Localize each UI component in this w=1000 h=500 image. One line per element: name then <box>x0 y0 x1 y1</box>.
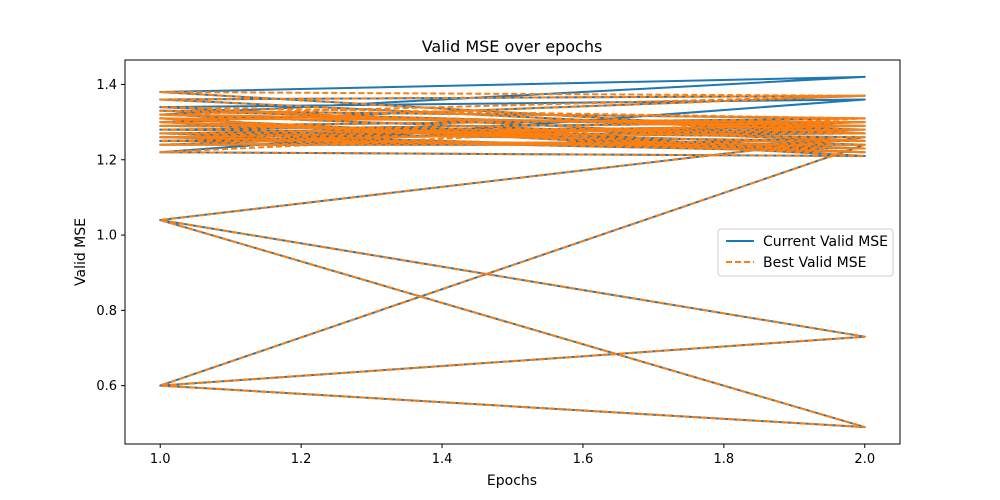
x-tick-label: 1.8 <box>714 452 735 467</box>
legend-label-current-valid-mse: Current Valid MSE <box>763 234 888 250</box>
y-axis-title: Valid MSE <box>73 218 89 286</box>
legend-label-best-valid-mse: Best Valid MSE <box>763 255 866 271</box>
y-tick-label: 1.2 <box>96 153 117 168</box>
x-tick-label: 1.4 <box>432 452 453 467</box>
x-tick-label: 1.2 <box>291 452 312 467</box>
y-tick-label: 1.0 <box>96 229 117 244</box>
series-line-best-valid-mse <box>159 91 866 429</box>
y-tick-label: 0.8 <box>96 304 117 319</box>
y-tick-label: 0.6 <box>96 379 117 394</box>
x-tick-label: 1.6 <box>573 452 594 467</box>
legend: Current Valid MSE Best Valid MSE <box>717 228 894 277</box>
x-axis-ticks: 1.0 1.2 1.4 1.6 1.8 2.0 <box>150 444 875 467</box>
x-axis-title: Epochs <box>487 473 537 489</box>
y-axis-ticks: 0.6 0.8 1.0 1.2 1.4 <box>96 78 125 394</box>
series-layer <box>159 75 866 429</box>
plot-frame <box>124 59 901 445</box>
chart-title: Valid MSE over epochs <box>422 37 603 56</box>
legend-box <box>717 228 894 277</box>
x-tick-label: 1.0 <box>150 452 171 467</box>
x-tick-label: 2.0 <box>854 452 875 467</box>
y-tick-label: 1.4 <box>96 78 117 93</box>
